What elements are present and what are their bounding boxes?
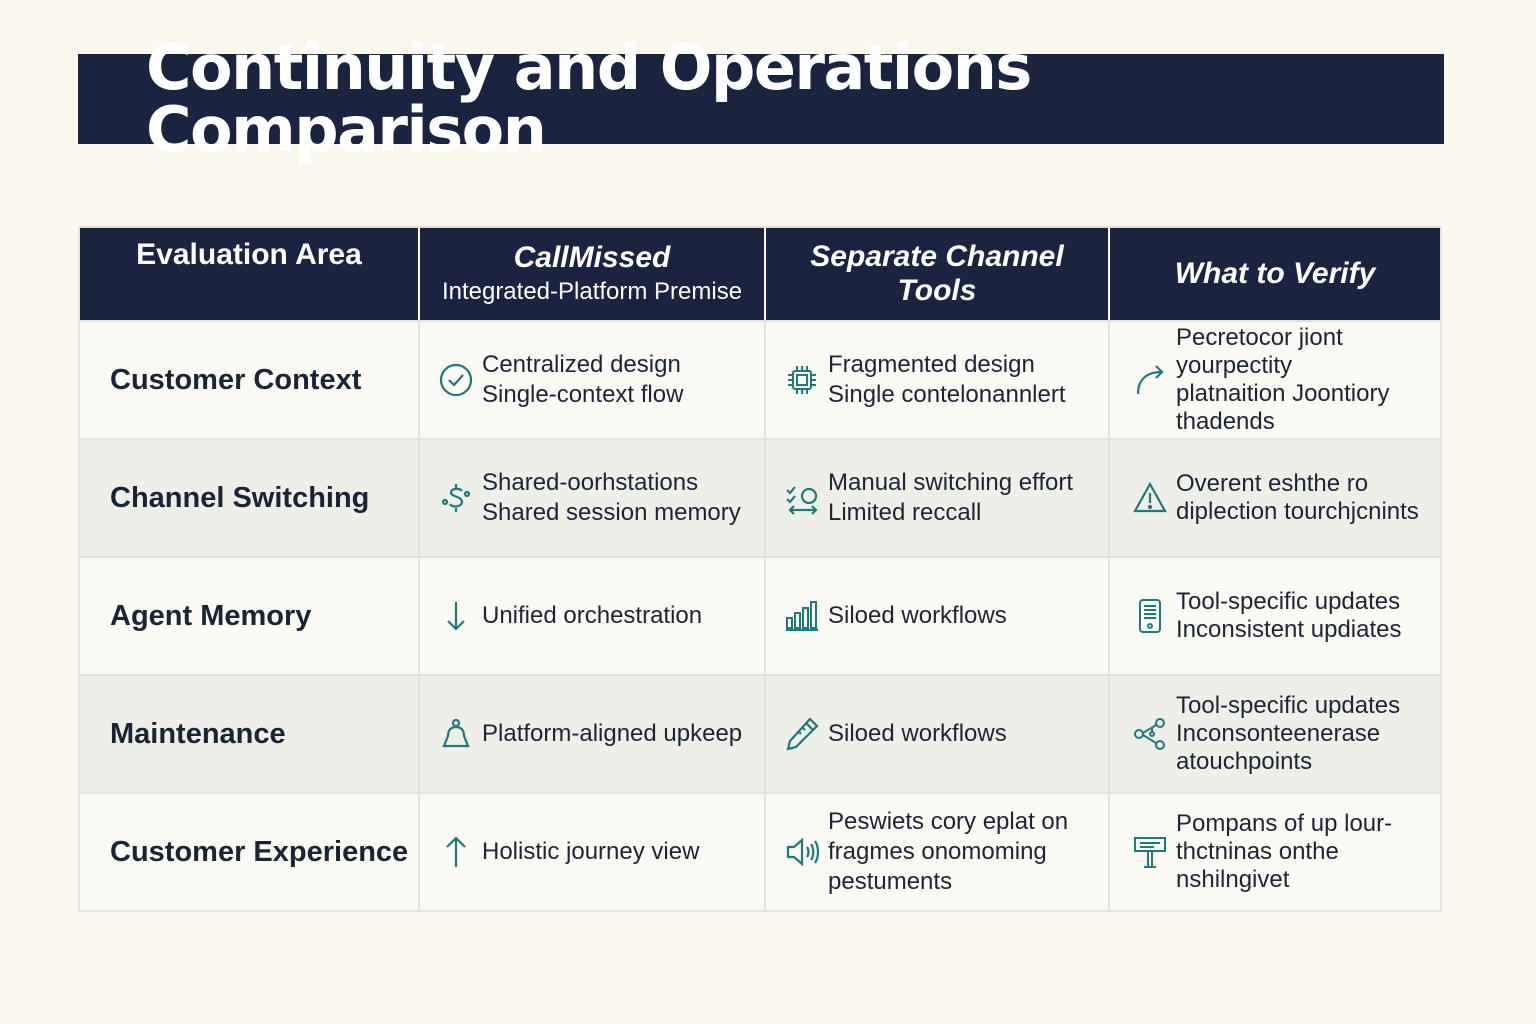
verify-cell: Overent eshthe ro diplection tourchjcnin…	[1108, 440, 1440, 556]
cell-text: Siloed workflows	[828, 602, 1007, 629]
separate-cell: Manual switching effort Limited reccall	[764, 440, 1108, 556]
cell-text: Inconsonteenerase	[1176, 720, 1381, 747]
area-label: Agent Memory	[110, 599, 312, 632]
area-cell: Customer Context	[80, 322, 418, 438]
cell-text: yourpectity	[1176, 352, 1293, 379]
verify-cell: Pecretocor jiont yourpectity platnaition…	[1108, 322, 1440, 438]
cell-text: thadends	[1176, 408, 1275, 435]
table-row: Agent Memory Unified orchestration Siloe…	[80, 556, 1440, 674]
chip-icon	[782, 360, 822, 400]
warning-triangle-icon	[1130, 478, 1170, 518]
callmissed-cell: Holistic journey view	[418, 794, 764, 910]
header-callmissed: CallMissed Integrated-Platform Premise	[418, 228, 764, 320]
cell-text: Single contelonannlert	[828, 381, 1066, 408]
cell-text: Holistic journey view	[482, 838, 700, 865]
separate-cell: Peswiets cory eplat on fragmes onomoming…	[764, 794, 1108, 910]
table-row: Channel Switching Shared-oorhstations Sh…	[80, 438, 1440, 556]
page-title: Continuity and Operations Comparison	[146, 31, 1032, 166]
arrow-up-icon	[436, 832, 476, 872]
pencil-tool-icon	[782, 714, 822, 754]
cell-text: diplection tourchjcnints	[1176, 498, 1419, 525]
bar-chart-icon	[782, 596, 822, 636]
curved-arrow-icon	[1130, 360, 1170, 400]
area-cell: Agent Memory	[80, 558, 418, 674]
header-sublabel: Integrated-Platform Premise	[441, 278, 743, 305]
area-cell: Customer Experience	[80, 794, 418, 910]
callmissed-cell: Unified orchestration	[418, 558, 764, 674]
cell-text: Overent eshthe ro	[1176, 470, 1369, 497]
cell-text: atouchpoints	[1176, 748, 1313, 775]
area-label: Maintenance	[110, 717, 286, 750]
cell-text: Centralized design	[482, 351, 681, 378]
area-cell: Channel Switching	[80, 440, 418, 556]
area-label: Customer Experience	[110, 835, 409, 868]
cell-text: Siloed workflows	[828, 720, 1007, 747]
callmissed-cell: Platform-aligned upkeep	[418, 676, 764, 792]
table-row: Maintenance Platform-aligned upkeep Silo…	[80, 674, 1440, 792]
cell-text: Shared-oorhstations	[482, 469, 699, 496]
verify-cell: Tool-specific updates Inconsonteenerase …	[1108, 676, 1440, 792]
cell-text: Inconsistent updiates	[1176, 616, 1402, 643]
mobile-device-icon	[1130, 596, 1170, 636]
bell-icon	[436, 714, 476, 754]
cell-text: Tool-specific updates	[1176, 692, 1401, 719]
cell-text: fragmes onomoming	[828, 838, 1047, 865]
separate-cell: Fragmented design Single contelonannlert	[764, 322, 1108, 438]
header-label: What to Verify	[1174, 257, 1376, 290]
cell-text: Shared session memory	[482, 499, 741, 526]
verify-cell: Pompans of up lour- thctninas onthe nshi…	[1108, 794, 1440, 910]
cell-text: Limited reccall	[828, 499, 982, 526]
separate-cell: Siloed workflows	[764, 558, 1108, 674]
cell-text: Peswiets cory eplat on	[828, 808, 1069, 835]
dollar-sync-icon	[436, 478, 476, 518]
table-row: Customer Context Centralized design Sing…	[80, 320, 1440, 438]
arrow-down-icon	[436, 596, 476, 636]
cell-text: pestuments	[828, 868, 953, 895]
check-circle-icon	[436, 360, 476, 400]
title-banner: Continuity and Operations Comparison	[78, 37, 1444, 161]
cell-text: Fragmented design	[828, 351, 1035, 378]
area-label: Customer Context	[110, 363, 362, 396]
signpost-icon	[1130, 832, 1170, 872]
switch-arrows-icon	[782, 478, 822, 518]
cell-text: Unified orchestration	[482, 602, 703, 629]
header-label: Evaluation Area	[136, 238, 362, 271]
comparison-table: Evaluation Area CallMissed Integrated-Pl…	[78, 226, 1442, 912]
speaker-icon	[782, 832, 822, 872]
separate-cell: Siloed workflows	[764, 676, 1108, 792]
cell-text: Pecretocor jiont	[1176, 324, 1343, 351]
table-header-row: Evaluation Area CallMissed Integrated-Pl…	[80, 228, 1440, 320]
cell-text: Platform-aligned upkeep	[482, 720, 743, 747]
header-label: CallMissed	[513, 241, 671, 274]
header-label: Separate Channel	[810, 240, 1064, 273]
cell-text: Manual switching effort	[828, 469, 1074, 496]
header-separate-tools: Separate Channel Tools	[764, 228, 1108, 320]
cell-text: Pompans of up lour-	[1176, 810, 1393, 837]
cell-text: nshilngivet	[1176, 866, 1290, 893]
network-nodes-icon	[1130, 714, 1170, 754]
verify-cell: Tool-specific updates Inconsistent updia…	[1108, 558, 1440, 674]
cell-text: Tool-specific updates	[1176, 588, 1401, 615]
cell-text: Single-context flow	[482, 381, 684, 408]
cell-text: platnaition Joontiory	[1176, 380, 1390, 407]
cell-text: thctninas onthe	[1176, 838, 1339, 865]
area-label: Channel Switching	[110, 481, 370, 514]
callmissed-cell: Centralized design Single-context flow	[418, 322, 764, 438]
table-row: Customer Experience Holistic journey vie…	[80, 792, 1440, 910]
header-label: Tools	[897, 274, 977, 307]
area-cell: Maintenance	[80, 676, 418, 792]
header-evaluation-area: Evaluation Area	[80, 228, 418, 320]
header-what-to-verify: What to Verify	[1108, 228, 1440, 320]
callmissed-cell: Shared-oorhstations Shared session memor…	[418, 440, 764, 556]
